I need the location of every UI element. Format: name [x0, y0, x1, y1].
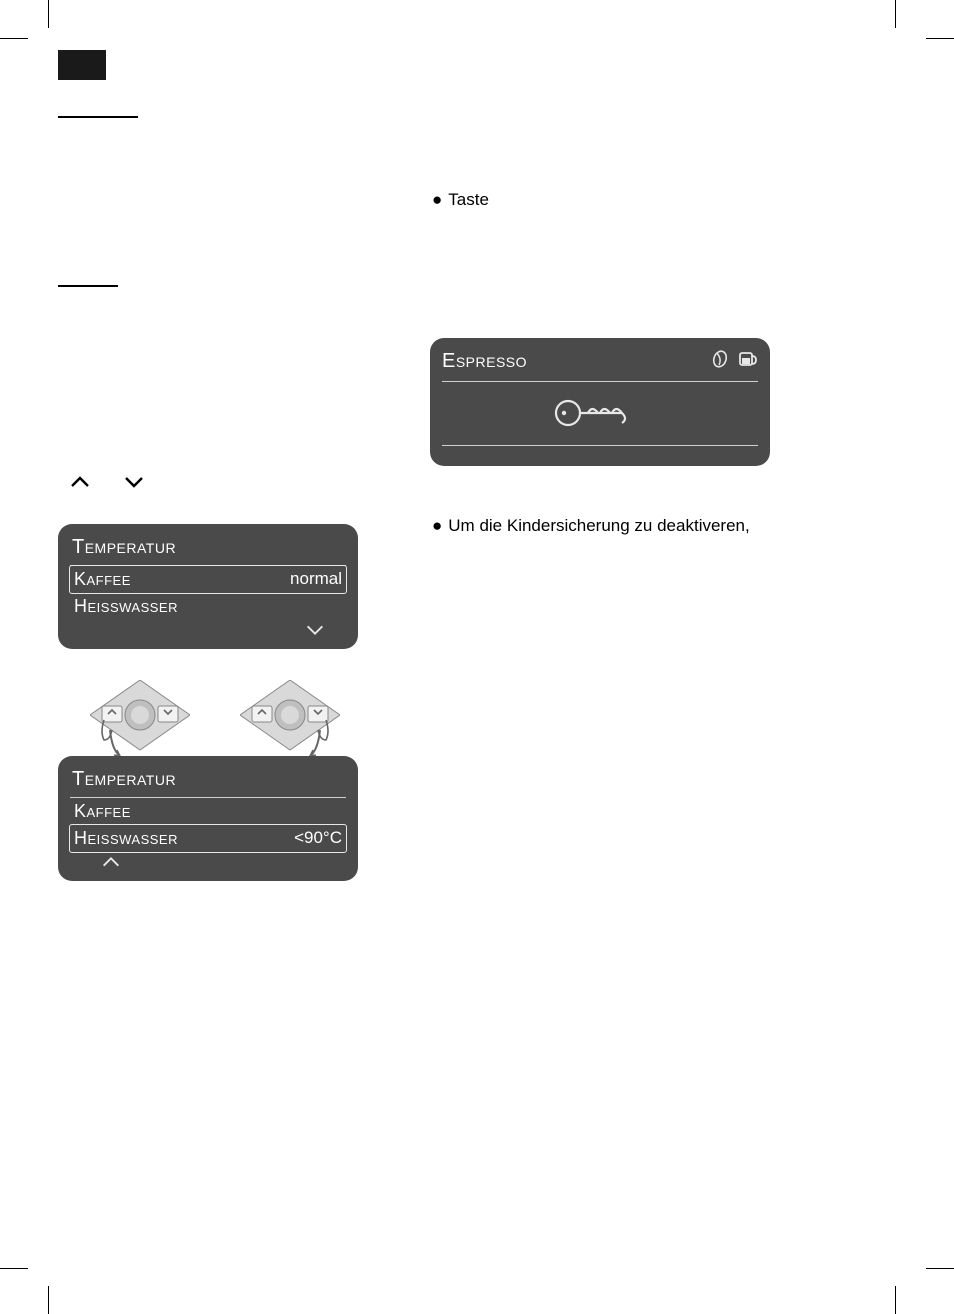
bullet-label: Um die Kindersicherung zu deaktiveren,: [448, 516, 749, 535]
menu-row-label: Kaffee: [74, 801, 131, 822]
bean-icon: [710, 349, 730, 374]
chevron-down-icon: [122, 470, 146, 494]
bullet-label: Taste: [448, 190, 489, 209]
menu-row-label: Kaffee: [74, 569, 131, 590]
menu-row-heisswasser[interactable]: Heisswasser: [70, 593, 346, 620]
menu-row-heisswasser[interactable]: Heisswasser <90°C: [70, 825, 346, 852]
crop-mark: [0, 38, 28, 39]
panel-scroll-up: [70, 852, 346, 875]
display-panel-espresso: Espresso: [430, 338, 770, 466]
key-icon: [550, 393, 650, 438]
bullet-dot-icon: ●: [432, 190, 442, 209]
panel-scroll-down: [70, 620, 346, 643]
menu-row-label: Heisswasser: [74, 596, 178, 617]
menu-row-label: Heisswasser: [74, 828, 178, 849]
menu-row-kaffee[interactable]: Kaffee: [70, 798, 346, 825]
nav-arrows: [68, 470, 146, 494]
crop-mark: [895, 0, 896, 28]
menu-row-kaffee[interactable]: Kaffee normal: [70, 566, 346, 593]
underline: [58, 116, 138, 118]
dial-right-icon: [240, 680, 340, 750]
crop-mark: [48, 0, 49, 28]
menu-row-value: normal: [290, 569, 342, 590]
dial-illustrations: [90, 680, 340, 750]
panel-title: Temperatur: [70, 766, 346, 798]
menu-row-value: <90°C: [294, 828, 342, 849]
crop-mark: [895, 1286, 896, 1314]
crop-mark: [926, 38, 954, 39]
crop-mark: [48, 1286, 49, 1314]
panel-title: Temperatur: [70, 534, 346, 566]
crop-mark: [0, 1268, 28, 1269]
bullet-dot-icon: ●: [432, 516, 442, 535]
display-panel-temperature-2: Temperatur Kaffee Heisswasser <90°C: [58, 756, 358, 881]
chevron-up-icon: [68, 470, 92, 494]
display-panel-temperature-1: Temperatur Kaffee normal Heisswasser: [58, 524, 358, 649]
panel-title: Espresso: [442, 350, 527, 373]
cup-icon: [736, 348, 758, 375]
dial-left-icon: [90, 680, 190, 750]
bullet-text: ● Taste: [432, 190, 489, 210]
crop-mark: [926, 1268, 954, 1269]
bullet-text: ● Um die Kindersicherung zu deaktiveren,: [432, 516, 750, 536]
section-tab: [58, 50, 106, 80]
underline: [58, 285, 118, 287]
